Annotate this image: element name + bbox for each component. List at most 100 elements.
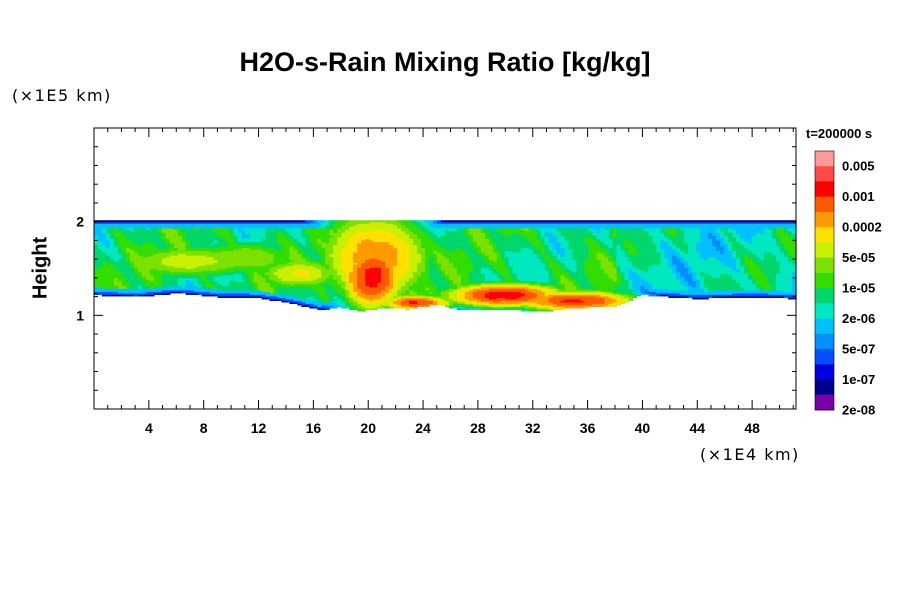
heatmap-cell (448, 233, 454, 236)
heatmap-cell (429, 255, 434, 258)
heatmap-cell (225, 236, 231, 239)
heatmap-cell (349, 261, 354, 264)
heatmap-cell (261, 244, 267, 247)
heatmap-cell (253, 239, 259, 242)
heatmap-cell (177, 279, 183, 282)
heatmap-cell (389, 253, 394, 256)
heatmap-cell (189, 236, 195, 239)
heatmap-cell (109, 255, 115, 258)
heatmap-cell (437, 288, 442, 291)
heatmap-cell (321, 300, 326, 303)
heatmap-cell (305, 285, 310, 288)
heatmap-cell (325, 253, 330, 256)
heatmap-cell (373, 233, 378, 236)
heatmap-cell (353, 232, 358, 235)
heatmap-cell (161, 259, 167, 262)
heatmap-cell (153, 268, 159, 271)
heatmap-cell (301, 232, 306, 235)
heatmap-cell (357, 309, 362, 312)
heatmap-cell (253, 277, 259, 280)
heatmap-cell (265, 268, 271, 271)
heatmap-cell (245, 268, 251, 271)
heatmap-cell (369, 236, 374, 239)
heatmap-cell (341, 300, 346, 303)
heatmap-cell (333, 286, 338, 289)
heatmap-cell (317, 300, 322, 303)
heatmap-cell (437, 291, 442, 294)
heatmap-cell (433, 255, 438, 258)
heatmap-cell (277, 235, 283, 238)
heatmap-cell (389, 247, 394, 250)
heatmap-cell (297, 303, 303, 306)
heatmap-cell (221, 256, 227, 259)
heatmap-cell (293, 223, 299, 226)
heatmap-cell (417, 271, 422, 274)
heatmap-cell (281, 289, 287, 292)
heatmap-cell (297, 297, 303, 300)
heatmap-cell (245, 241, 251, 244)
heatmap-cell (460, 244, 466, 247)
heatmap-cell (241, 285, 247, 288)
heatmap-cell (441, 271, 446, 274)
heatmap-cell (333, 295, 338, 298)
heatmap-cell (225, 224, 231, 227)
heatmap-cell (125, 244, 131, 247)
heatmap-cell (149, 221, 155, 224)
heatmap-cell (325, 283, 330, 286)
heatmap-cell (285, 245, 291, 249)
heatmap-cell (389, 261, 394, 264)
heatmap-cell (429, 226, 434, 229)
heatmap-cell (137, 282, 143, 285)
heatmap-cell (353, 273, 358, 276)
heatmap-cell (229, 268, 235, 271)
heatmap-cell (237, 238, 243, 241)
heatmap-cell (193, 241, 199, 244)
heatmap-cell (153, 258, 159, 261)
heatmap-cell (329, 303, 334, 306)
heatmap-cell (341, 241, 346, 244)
heatmap-cell (173, 280, 179, 283)
heatmap-cell (113, 285, 119, 288)
heatmap-cell (193, 239, 199, 242)
heatmap-cell (448, 227, 454, 230)
heatmap-cell (373, 264, 378, 267)
heatmap-cell (293, 288, 299, 291)
heatmap-cell (429, 282, 434, 285)
heatmap-cell (448, 238, 454, 241)
heatmap-cell (341, 239, 346, 242)
heatmap-cell (433, 286, 438, 289)
heatmap-cell (321, 236, 326, 239)
heatmap-cell (153, 271, 159, 274)
heatmap-cell (105, 220, 111, 223)
heatmap-cell (321, 273, 326, 276)
heatmap-cell (157, 267, 163, 270)
heatmap-cell (321, 242, 326, 246)
heatmap-cell (377, 255, 382, 258)
heatmap-cell (94, 289, 99, 292)
heatmap-cell (101, 258, 107, 261)
heatmap-cell (197, 255, 203, 258)
heatmap-cell (353, 230, 358, 233)
heatmap-cell (401, 245, 406, 249)
heatmap-cell (377, 294, 382, 297)
heatmap-cell (377, 221, 382, 224)
heatmap-cell (221, 226, 227, 229)
heatmap-cell (309, 286, 314, 289)
heatmap-cell (197, 288, 203, 291)
heatmap-cell (329, 238, 334, 241)
heatmap-cell (413, 264, 418, 267)
heatmap-cell (177, 242, 183, 246)
heatmap-cell (353, 227, 358, 230)
heatmap-cell (413, 303, 418, 306)
heatmap-cell (345, 250, 350, 253)
heatmap-cell (113, 248, 119, 252)
heatmap-cell (209, 262, 215, 265)
heatmap-cell (225, 221, 231, 224)
heatmap-cell (289, 250, 295, 253)
heatmap-cell (421, 273, 426, 276)
heatmap-cell (113, 274, 119, 277)
heatmap-cell (377, 261, 382, 264)
heatmap-cell (213, 248, 219, 252)
heatmap-cell (305, 283, 310, 286)
heatmap-cell (145, 230, 151, 233)
